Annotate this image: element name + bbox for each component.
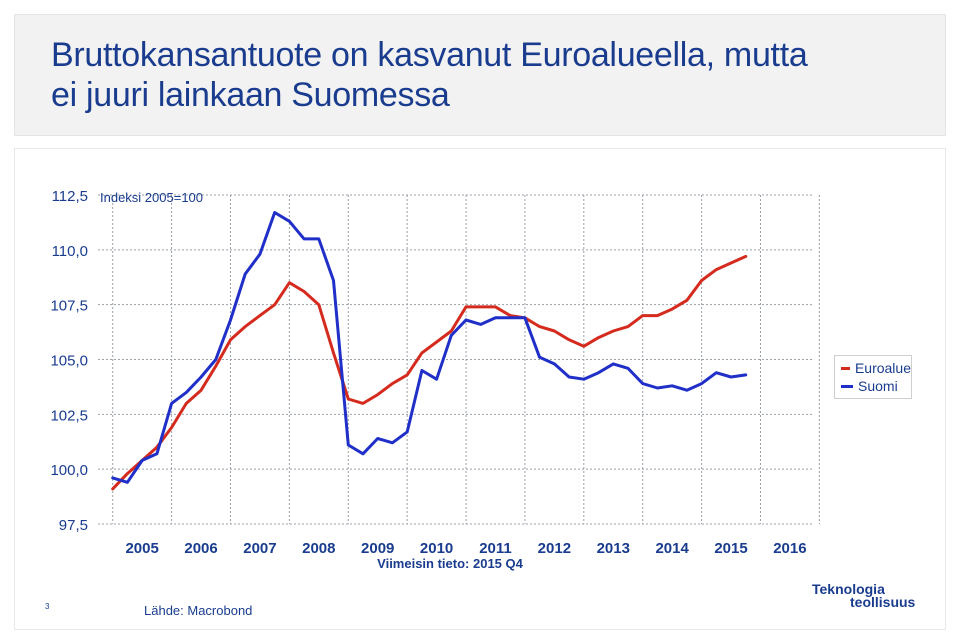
series-line-suomi: [111, 211, 748, 484]
x-tick-label: 2014: [655, 540, 689, 557]
legend-swatch-euroalue: [841, 366, 850, 370]
axis-layer: 97,5 100,0 102,5 105,0 107,5 110,0 112,5 2005 20…: [50, 188, 806, 557]
legend-swatch-suomi: [841, 384, 853, 388]
teknologiateollisuus-logo: Teknologia teollisuus: [812, 581, 924, 611]
x-tick-label: 2013: [597, 540, 630, 557]
legend-label-euroalue: Euroalue: [854, 360, 911, 376]
slide-title: Bruttokansantuote on kasvanut Euroalueel…: [51, 35, 931, 115]
x-tick-label: 2010: [420, 540, 453, 557]
y-tick-label: 102,5: [50, 407, 88, 424]
x-tick-label: 2006: [184, 540, 217, 557]
series-line-euroalue: [111, 254, 748, 491]
slide-title-line-2: ei juuri lainkaan Suomessa: [51, 76, 450, 114]
legend-item-euroalue: Euroalue: [841, 359, 911, 377]
y-tick-label: 100,0: [50, 462, 88, 479]
x-tick-label: 2005: [125, 540, 158, 557]
y-tick-label: 110,0: [52, 243, 88, 260]
y-tick-label: 105,0: [50, 353, 88, 370]
logo-text-line-2: teollisuus: [850, 594, 916, 610]
legend-item-suomi: Suomi: [841, 377, 911, 395]
y-tick-label: 112,5: [52, 188, 88, 205]
x-tick-label: 2007: [243, 540, 276, 557]
series-layer: [111, 211, 748, 491]
x-tick-label: 2012: [538, 540, 571, 557]
page-number: 3: [45, 602, 50, 611]
y-tick-label: 97,5: [59, 517, 88, 534]
slide-title-line-1: Bruttokansantuote on kasvanut Euroalueel…: [51, 36, 808, 74]
title-banner: Bruttokansantuote on kasvanut Euroalueel…: [14, 14, 946, 136]
x-tick-label: 2011: [479, 540, 512, 557]
latest-data-note: Viimeisin tieto: 2015 Q4: [377, 556, 523, 571]
x-tick-label: 2008: [302, 540, 335, 557]
chart-legend: Euroalue Suomi: [834, 355, 912, 399]
logo-text-line-1: Teknologia: [812, 581, 885, 597]
index-label: Indeksi 2005=100: [100, 190, 203, 205]
y-tick-label: 107,5: [50, 298, 88, 315]
x-tick-label: 2009: [361, 540, 394, 557]
x-tick-label: 2015: [714, 540, 747, 557]
grid-layer: [98, 194, 820, 525]
legend-label-suomi: Suomi: [858, 378, 898, 394]
chart-panel: [14, 148, 946, 630]
x-tick-label: 2016: [773, 540, 806, 557]
source-note: Lähde: Macrobond: [144, 603, 253, 618]
